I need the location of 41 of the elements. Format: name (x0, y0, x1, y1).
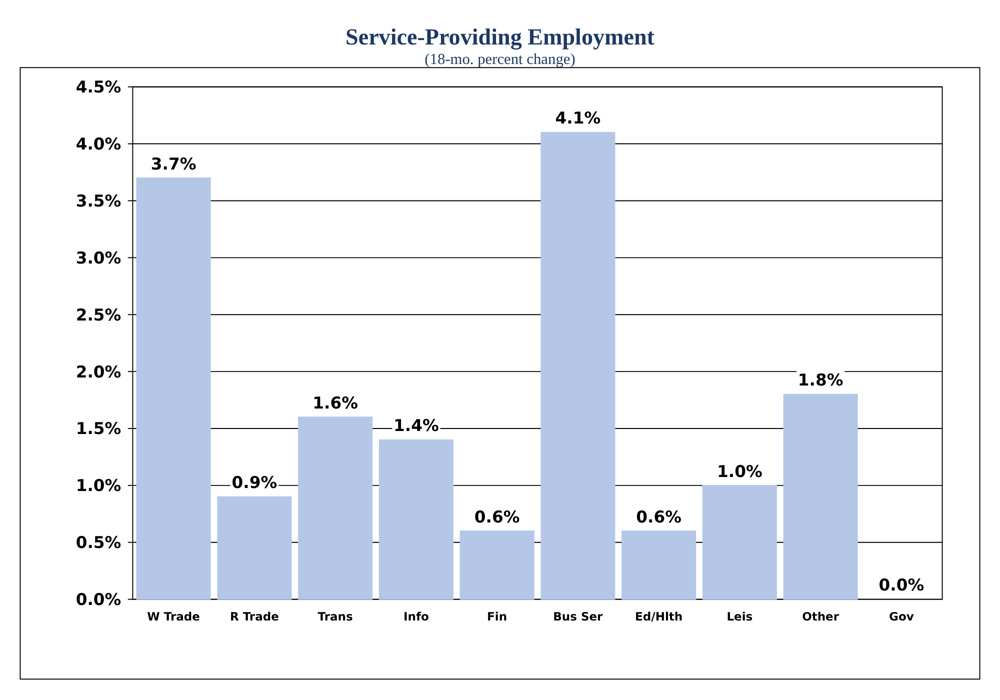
data-label: 4.1% (555, 108, 601, 128)
y-tick-label: 3.0% (76, 248, 122, 268)
y-tick-label: 4.5% (76, 78, 122, 97)
x-tick-label: Fin (487, 609, 508, 624)
bar (460, 530, 534, 600)
data-label: 1.8% (798, 370, 844, 390)
bar (622, 530, 696, 600)
data-label: 0.0% (878, 576, 924, 595)
data-label: 3.7% (150, 154, 196, 174)
y-tick-label: 1.5% (76, 419, 122, 438)
chart-title: Service-Providing Employment (346, 24, 655, 51)
bar (217, 496, 292, 600)
bar (540, 132, 616, 600)
data-label: 0.9% (232, 473, 278, 492)
x-tick-label: Gov (889, 609, 914, 624)
y-tick-label: 4.0% (76, 134, 122, 154)
data-label: 1.6% (312, 393, 358, 412)
data-label: 1.0% (717, 462, 762, 481)
y-tick-label: 1.0% (76, 476, 122, 496)
bar (298, 416, 373, 600)
y-tick-label: 2.5% (76, 305, 122, 324)
x-tick-label: Other (802, 609, 840, 624)
chart-subtitle: (18-mo. percent change) (424, 50, 576, 68)
bar (702, 484, 777, 600)
x-tick-label: Ed/Hlth (635, 609, 683, 624)
bar (136, 177, 211, 600)
y-tick-label: 3.5% (76, 191, 122, 210)
data-label: 0.6% (636, 507, 682, 526)
x-tick-label: R Trade (230, 609, 280, 624)
y-tick-label: 0.0% (76, 590, 122, 610)
y-tick-label: 2.0% (76, 362, 122, 382)
x-tick-label: W Trade (147, 609, 200, 624)
x-tick-label: Leis (726, 609, 753, 624)
data-label: 1.4% (394, 416, 439, 436)
bar (378, 439, 454, 600)
x-tick-label: Trans (318, 609, 353, 624)
data-label: 0.6% (474, 507, 520, 526)
y-tick-label: 0.5% (76, 533, 122, 552)
x-tick-label: Bus Ser (553, 609, 604, 624)
bar (783, 394, 858, 600)
x-tick-label: Info (403, 609, 429, 624)
